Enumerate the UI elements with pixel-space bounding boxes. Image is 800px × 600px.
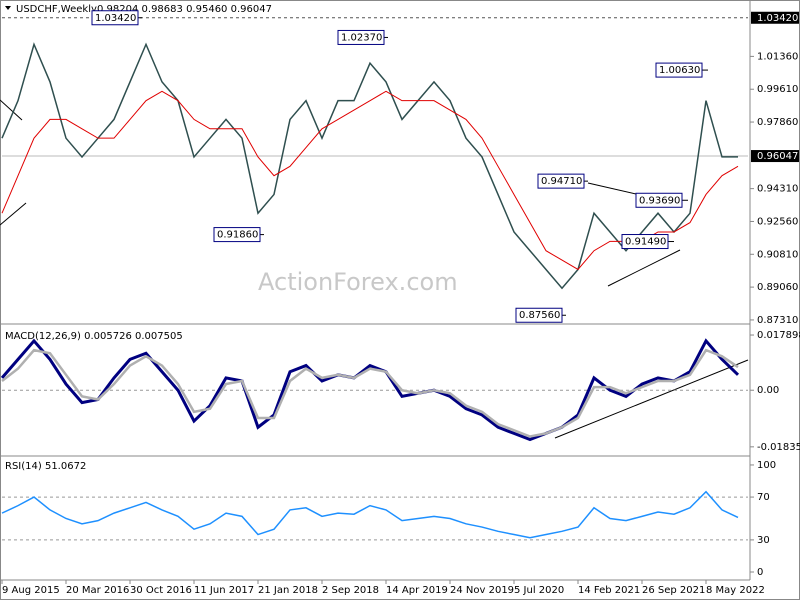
macd-title: MACD(12,26,9) 0.005726 0.007505 [5, 331, 183, 342]
annotation-label: 0.91490 [625, 237, 666, 248]
x-tick-label: 5 Jul 2020 [514, 585, 564, 596]
y-tick-label: 0 [757, 567, 763, 578]
chart-title: USDCHF,Weekly [16, 4, 97, 15]
annotation-label: 0.91860 [217, 230, 258, 241]
y-tick-label: 0.94310 [757, 184, 798, 195]
trend-line [554, 359, 749, 439]
annotation-label: 1.02370 [341, 32, 382, 43]
y-tick-label: 0.87310 [757, 315, 798, 326]
x-tick-label: 20 Mar 2016 [66, 585, 129, 596]
annotation-box [515, 307, 563, 323]
series-line [0, 338, 740, 442]
series-line [1, 90, 739, 271]
annotation-box [635, 192, 683, 208]
trend-line [607, 249, 681, 287]
annotation-label: 0.87560 [519, 310, 560, 321]
annotation-box [213, 227, 261, 243]
y-tick-label: 0.89060 [757, 282, 798, 293]
y-tick-label: 1.01360 [757, 51, 798, 62]
y-tick-label: 0.00 [757, 385, 779, 396]
y-tick-label: 100 [757, 460, 776, 471]
x-tick-label: 2 Sep 2018 [322, 585, 379, 596]
y-tick-label: 0.017898 [757, 330, 800, 341]
annotation-label: 0.93690 [639, 195, 680, 206]
annotation-label: 1.03420 [95, 13, 136, 24]
x-tick-label: 30 Oct 2016 [130, 585, 192, 596]
x-tick-label: 9 Aug 2015 [2, 585, 60, 596]
series-line [1, 490, 739, 539]
price-badge [751, 11, 799, 24]
y-tick-label: 30 [757, 535, 770, 546]
x-tick-label: 14 Feb 2021 [578, 585, 640, 596]
price-badge-label: 0.96047 [757, 151, 798, 162]
price-badge [751, 150, 799, 163]
menu-arrow [5, 6, 11, 10]
trend-line [0, 202, 27, 226]
price-badge-label: 1.03420 [757, 13, 798, 24]
y-tick-label: 0.99610 [757, 84, 798, 95]
watermark: ActionForex.com [258, 268, 458, 296]
y-tick-label: 70 [757, 492, 770, 503]
annotation-box [621, 234, 669, 250]
rsi-title: RSI(14) 51.0672 [5, 461, 86, 472]
y-tick-label: -0.018354 [757, 442, 800, 453]
annotation-label: 1.00630 [659, 65, 700, 76]
series-line [1, 348, 739, 438]
ohlc: 0.98204 0.98683 0.95460 0.96047 [97, 4, 272, 15]
y-tick-label: 0.92560 [757, 216, 798, 227]
y-tick-label: 0.97860 [757, 117, 798, 128]
x-tick-label: 21 Jan 2018 [258, 585, 318, 596]
x-tick-label: 11 Jun 2017 [194, 585, 254, 596]
x-tick-label: 8 May 2022 [706, 585, 765, 596]
annotation-label: 0.94710 [541, 176, 582, 187]
annotation-box [537, 173, 585, 189]
x-tick-label: 14 Apr 2019 [386, 585, 448, 596]
annotation-box [337, 29, 385, 45]
y-tick-label: 0.90810 [757, 249, 798, 260]
x-tick-label: 24 Nov 2019 [450, 585, 514, 596]
series-line [1, 42, 738, 290]
annotation-box [91, 10, 139, 26]
x-tick-label: 26 Sep 2021 [642, 585, 705, 596]
trend-line [0, 99, 23, 121]
annotation-box [655, 62, 703, 78]
